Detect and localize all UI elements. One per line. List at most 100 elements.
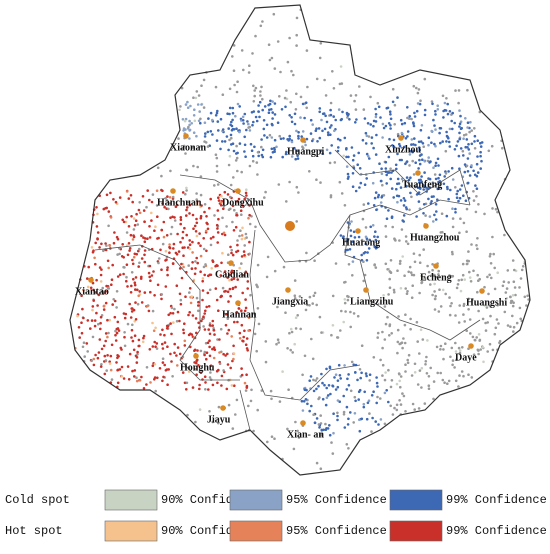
hotspot-dot <box>453 148 457 151</box>
hotspot-dot <box>368 238 372 242</box>
hotspot-dot <box>199 270 202 274</box>
hotspot-dot <box>92 363 96 367</box>
hotspot-dot <box>101 290 104 293</box>
hotspot-dot <box>415 86 418 90</box>
hotspot-dot <box>113 299 117 303</box>
hotspot-dot <box>244 298 247 301</box>
hotspot-dot <box>221 216 224 220</box>
hotspot-dot <box>136 352 139 356</box>
hotspot-dot <box>131 339 135 343</box>
hotspot-dot <box>192 164 195 168</box>
hotspot-dot <box>198 387 201 391</box>
hotspot-dot <box>100 347 104 351</box>
hotspot-dot <box>105 193 109 197</box>
town-marker <box>88 277 94 283</box>
hotspot-dot <box>494 326 498 330</box>
hotspot-dot <box>169 216 172 219</box>
hotspot-dot <box>445 140 448 143</box>
hotspot-dot <box>461 149 465 153</box>
hotspot-dot <box>98 246 101 249</box>
hotspot-dot <box>155 204 159 207</box>
hotspot-dot <box>206 130 210 134</box>
hotspot-dot <box>149 381 152 384</box>
hotspot-dot <box>356 314 360 318</box>
hotspot-dot <box>221 93 225 96</box>
hotspot-dot <box>442 348 445 351</box>
hotspot-dot <box>425 355 428 359</box>
hotspot-dot <box>256 307 260 310</box>
hotspot-dot <box>150 211 153 215</box>
hotspot-dot <box>370 430 373 433</box>
hotspot-dot <box>263 196 266 199</box>
hotspot-dot <box>248 204 251 207</box>
hotspot-dot <box>154 389 157 393</box>
hotspot-dot <box>404 162 407 166</box>
hotspot-dot <box>390 332 394 335</box>
hotspot-dot <box>410 117 413 121</box>
hotspot-dot <box>406 242 410 246</box>
hotspot-dot <box>379 397 382 400</box>
hotspot-dot <box>451 127 454 131</box>
hotspot-dot <box>413 137 416 140</box>
hotspot-dot <box>143 240 147 243</box>
hotspot-dot <box>392 145 396 149</box>
hotspot-dot <box>364 131 368 135</box>
hotspot-dot <box>430 195 434 198</box>
hotspot-dot <box>336 137 340 141</box>
hotspot-dot <box>142 209 146 212</box>
hotspot-dot <box>259 24 263 28</box>
hotspot-dot <box>180 147 184 151</box>
hotspot-dot <box>346 116 349 119</box>
hotspot-dot <box>281 370 284 373</box>
hotspot-dot <box>203 312 206 315</box>
hotspot-dot <box>188 239 191 242</box>
hotspot-dot <box>487 292 490 296</box>
hotspot-dot <box>148 264 152 268</box>
hotspot-dot <box>305 106 309 110</box>
hotspot-dot <box>299 116 302 119</box>
hotspot-dot <box>110 283 113 287</box>
district-boundaries <box>94 149 481 431</box>
hotspot-dot <box>388 277 392 281</box>
hotspot-dot <box>202 247 206 251</box>
hotspot-dot <box>243 309 247 313</box>
hotspot-dot <box>459 114 462 118</box>
hotspot-dot <box>163 333 166 337</box>
hotspot-dot <box>422 145 426 148</box>
hotspot-dot <box>484 321 487 325</box>
hotspot-dot <box>443 101 447 105</box>
hotspot-dot <box>254 225 257 229</box>
hotspot-dot <box>266 255 270 259</box>
hotspot-dot <box>413 115 417 118</box>
hotspot-dot <box>206 341 210 345</box>
place-label: Tuanfeng <box>402 179 442 190</box>
hotspot-dot <box>418 102 422 106</box>
hotspot-dot <box>249 142 253 146</box>
hotspot-dot <box>467 250 470 253</box>
hotspot-dot <box>466 126 469 129</box>
hotspot-dot <box>151 345 155 348</box>
hotspot-dot <box>242 68 245 72</box>
hotspot-dot <box>136 223 140 226</box>
hotspot-dot <box>446 112 450 116</box>
hotspot-dot <box>209 243 213 247</box>
hotspot-dot <box>329 133 332 136</box>
hotspot-dot <box>406 106 409 109</box>
hotspot-dot <box>223 233 227 237</box>
hotspot-dot <box>401 392 404 395</box>
hotspot-dot <box>207 117 210 120</box>
hotspot-dot <box>339 377 343 380</box>
hotspot-dot <box>257 110 260 113</box>
hotspot-dot <box>434 109 437 113</box>
hotspot-dot <box>277 341 281 344</box>
hotspot-dot <box>458 304 462 307</box>
hotspot-dot <box>241 339 244 343</box>
hotspot-dot <box>340 82 344 85</box>
hotspot-dot <box>194 96 198 100</box>
hotspot-dot <box>126 365 130 368</box>
hotspot-dot <box>404 206 408 209</box>
hotspot-dot <box>131 307 134 310</box>
hotspot-dot <box>317 423 321 426</box>
hotspot-dot <box>233 320 236 324</box>
hotspot-dot <box>518 286 521 289</box>
